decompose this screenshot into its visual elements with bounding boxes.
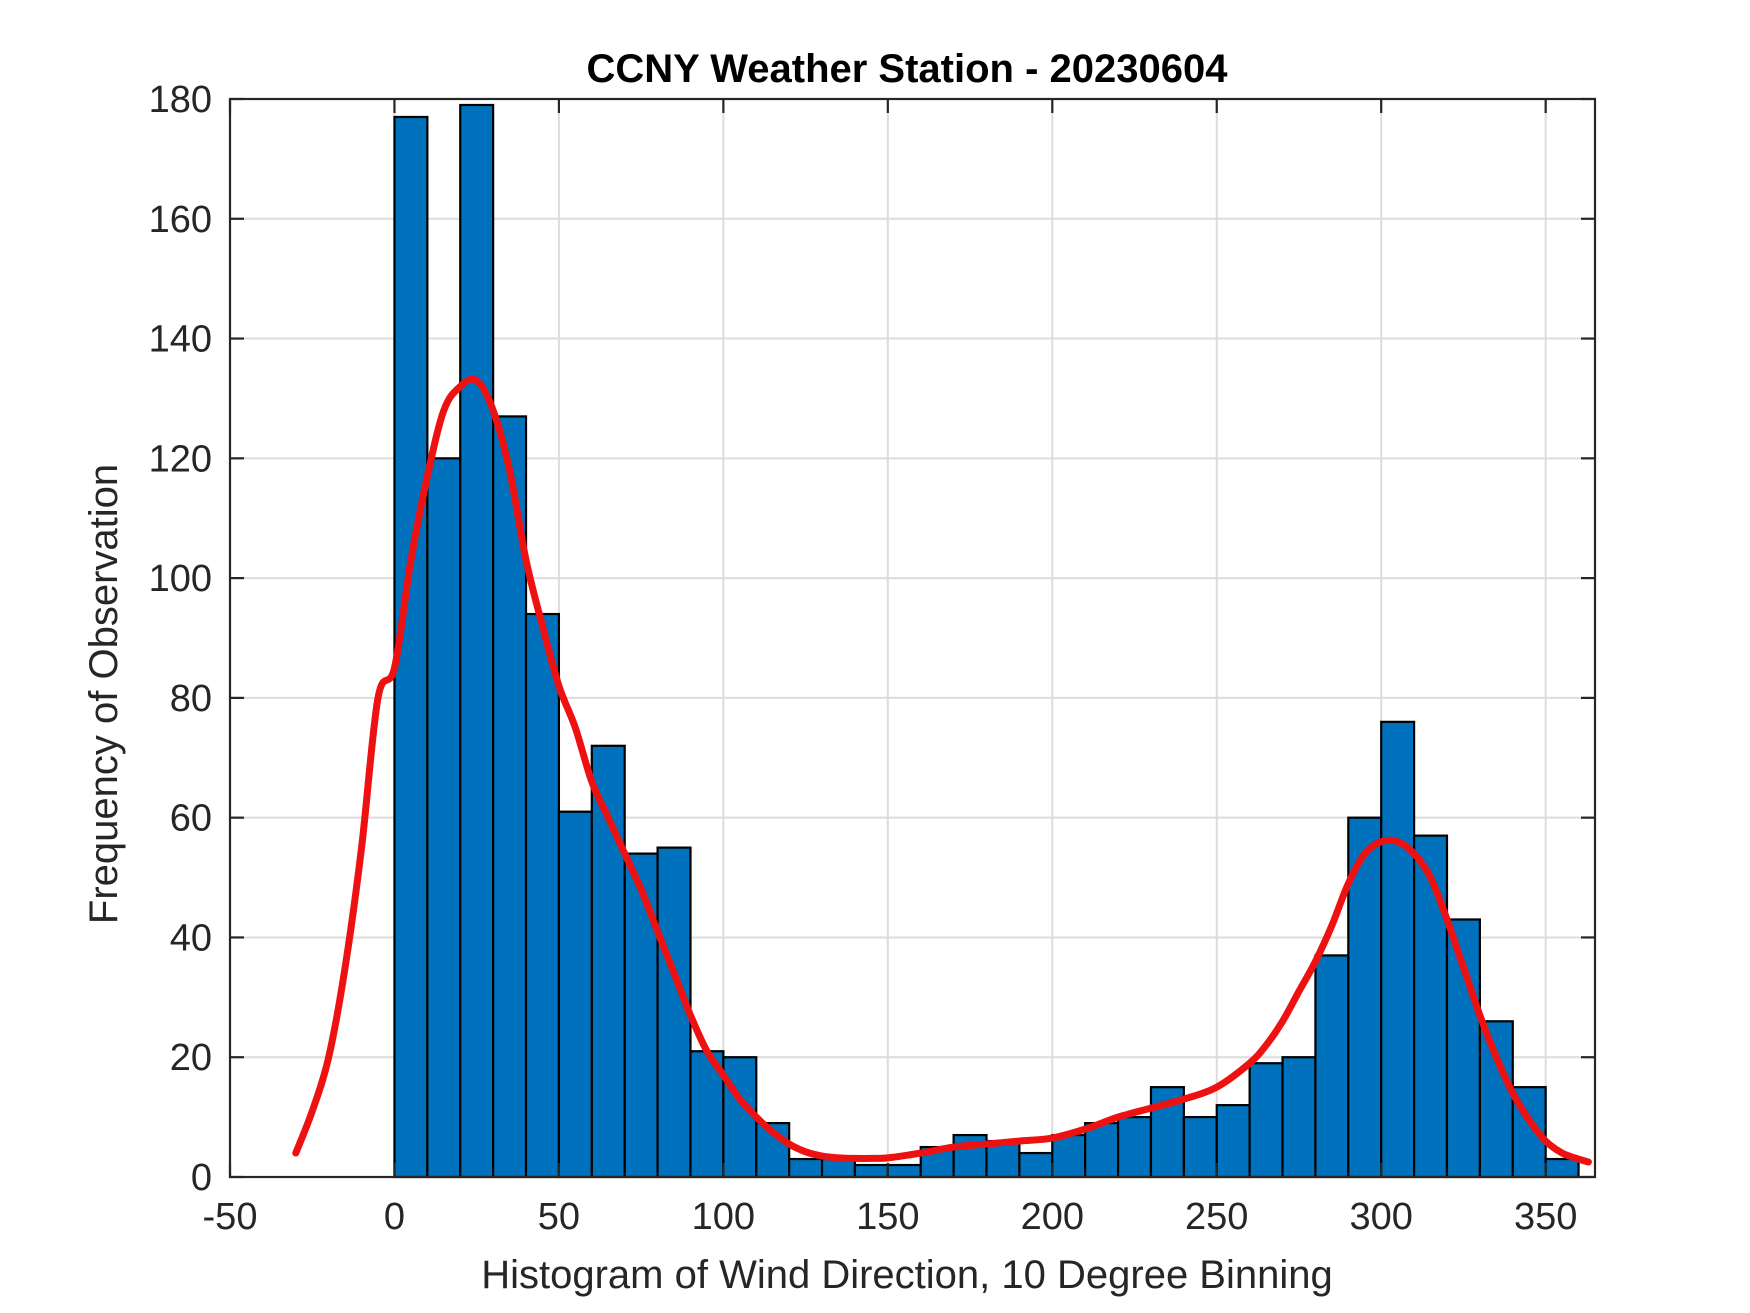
histogram-bar (1544, 1157, 1580, 1179)
x-tick-label: 250 (1185, 1196, 1248, 1238)
y-tick-labels: 0 20 40 60 80 100 120 140 160 180 (149, 79, 212, 1199)
histogram-bar (1248, 1062, 1284, 1179)
x-tick-label: 50 (538, 1196, 580, 1238)
x-tick-labels: -50 0 50 100 150 200 250 300 350 (203, 1196, 1578, 1238)
histogram-bar (1281, 1056, 1317, 1179)
histogram-bars (393, 103, 1580, 1179)
histogram-bar (1314, 954, 1350, 1179)
x-tick-label: 0 (384, 1196, 405, 1238)
histogram-bar (788, 1157, 824, 1179)
x-tick-label: 100 (692, 1196, 755, 1238)
histogram-bar (524, 612, 561, 1179)
y-tick-label: 20 (170, 1037, 212, 1079)
histogram-bar (426, 457, 462, 1179)
y-tick-label: 140 (149, 319, 212, 361)
x-axis-label: Histogram of Wind Direction, 10 Degree B… (481, 1253, 1333, 1297)
histogram-bar (557, 810, 593, 1179)
histogram-bar (1051, 1133, 1087, 1179)
y-tick-label: 120 (149, 438, 212, 480)
chart-title: CCNY Weather Station - 20230604 (587, 47, 1229, 91)
histogram-bar (853, 1163, 889, 1179)
x-tick-label: 350 (1514, 1196, 1577, 1238)
histogram-bar (459, 103, 495, 1179)
x-tick-label: 300 (1350, 1196, 1413, 1238)
histogram-bar (1478, 1020, 1514, 1179)
y-tick-label: 0 (191, 1157, 212, 1199)
histogram-bar (722, 1056, 758, 1179)
histogram-bar (1018, 1151, 1054, 1179)
x-tick-label: -50 (203, 1196, 258, 1238)
y-tick-label: 160 (149, 199, 212, 241)
histogram-bar (1412, 834, 1449, 1179)
fit-curve-line (292, 375, 1592, 1166)
histogram-bar (1182, 1116, 1218, 1179)
y-tick-label: 80 (170, 678, 212, 720)
axis-ticks (228, 97, 1595, 1179)
y-tick-label: 100 (149, 558, 212, 600)
y-tick-label: 40 (170, 917, 212, 959)
histogram-bar (1380, 720, 1416, 1179)
x-tick-label: 200 (1021, 1196, 1084, 1238)
histogram-bar (623, 852, 659, 1179)
y-tick-label: 60 (170, 798, 212, 840)
histogram-bar (1215, 1104, 1251, 1179)
histogram-bar (886, 1163, 922, 1179)
axes-box (228, 97, 1597, 1179)
histogram-bar (1116, 1116, 1153, 1179)
y-axis-label: Frequency of Observation (82, 464, 126, 924)
x-tick-label: 150 (856, 1196, 919, 1238)
histogram-bar (1084, 1121, 1120, 1179)
y-tick-label: 180 (149, 79, 212, 121)
